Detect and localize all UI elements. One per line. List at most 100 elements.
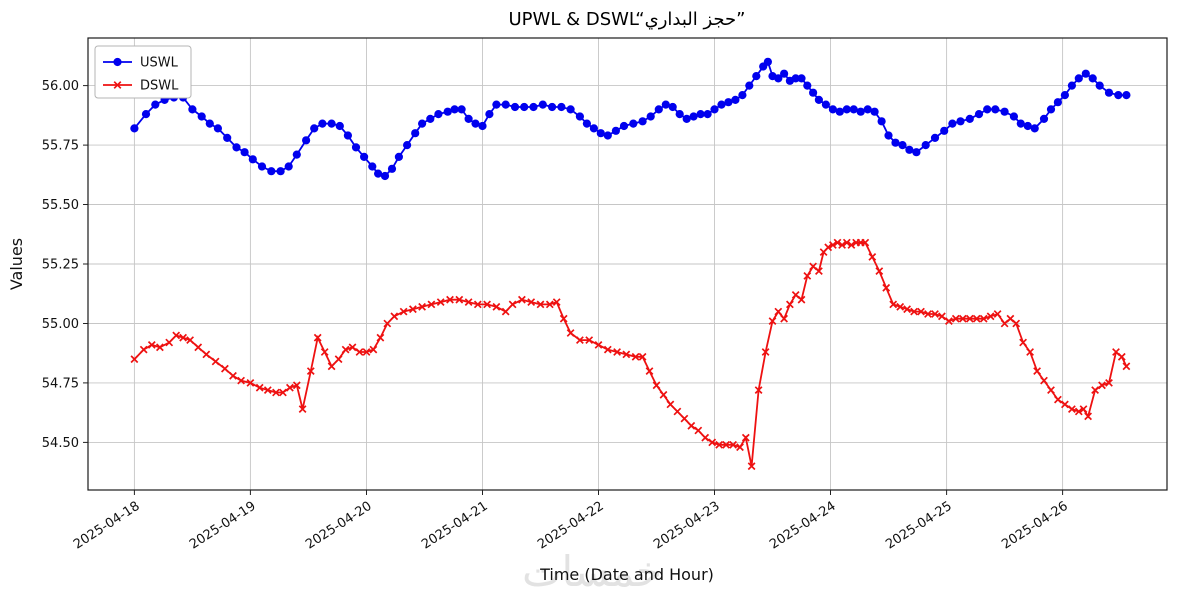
marker-circle xyxy=(710,105,719,114)
marker-circle xyxy=(797,74,806,83)
marker-circle xyxy=(188,105,197,114)
marker-circle xyxy=(151,100,160,109)
marker-x xyxy=(1084,412,1093,421)
marker-x xyxy=(889,300,898,309)
marker-circle xyxy=(675,110,684,119)
marker-x xyxy=(464,298,473,307)
marker-x xyxy=(383,319,392,328)
marker-circle xyxy=(884,131,893,140)
marker-x xyxy=(687,421,696,430)
marker-x xyxy=(747,462,756,471)
marker-x xyxy=(327,362,336,371)
y-tick-label: 55.25 xyxy=(42,258,79,273)
marker-x xyxy=(186,336,195,345)
marker-x xyxy=(972,314,981,323)
marker-circle xyxy=(668,102,677,112)
marker-x xyxy=(306,367,315,376)
marker-circle xyxy=(654,105,663,114)
marker-circle xyxy=(575,112,585,121)
marker-circle xyxy=(703,110,712,119)
marker-x xyxy=(931,310,939,318)
marker-circle xyxy=(724,98,733,107)
marker-circle xyxy=(596,129,605,138)
marker-x xyxy=(272,388,280,397)
marker-x xyxy=(814,267,823,276)
marker-circle xyxy=(257,162,267,171)
x-tick-label: 2025-04-18 xyxy=(71,499,143,553)
marker-circle xyxy=(661,100,670,109)
marker-circle xyxy=(411,129,420,138)
x-tick-label: 2025-04-19 xyxy=(187,499,259,553)
marker-circle xyxy=(1053,98,1062,107)
marker-x xyxy=(903,305,912,314)
marker-circle xyxy=(745,81,754,90)
marker-circle xyxy=(774,74,783,83)
marker-circle xyxy=(267,167,276,176)
marker-x xyxy=(376,333,385,342)
marker-circle xyxy=(327,119,336,128)
marker-x xyxy=(130,355,139,364)
marker-x xyxy=(552,298,561,307)
marker-x xyxy=(708,438,717,447)
marker-x xyxy=(1019,338,1028,347)
marker-circle xyxy=(828,105,838,114)
marker-circle xyxy=(360,152,369,161)
marker-circle xyxy=(1046,105,1056,114)
marker-circle xyxy=(548,102,557,112)
marker-x xyxy=(237,376,246,385)
y-tick-label: 56.00 xyxy=(42,79,79,94)
marker-circle xyxy=(956,117,965,126)
x-tick-label: 2025-04-23 xyxy=(651,499,723,553)
marker-circle xyxy=(689,112,698,121)
marker-x xyxy=(1067,405,1076,414)
marker-circle xyxy=(351,143,361,152)
marker-x xyxy=(473,300,482,309)
marker-x xyxy=(179,333,188,342)
marker-x xyxy=(202,350,211,359)
marker-circle xyxy=(780,69,789,78)
marker-x xyxy=(172,331,181,340)
marker-x xyxy=(585,336,594,345)
marker-x xyxy=(875,267,884,276)
marker-circle xyxy=(629,119,638,128)
watermark: خمسات xyxy=(522,547,662,596)
marker-x xyxy=(492,302,501,311)
marker-x xyxy=(390,312,399,321)
marker-circle xyxy=(791,74,800,83)
marker-circle xyxy=(835,107,844,116)
marker-x xyxy=(292,381,301,390)
marker-circle xyxy=(940,126,949,135)
marker-x xyxy=(436,298,445,307)
marker-x xyxy=(828,241,837,249)
marker-x xyxy=(1074,407,1083,416)
marker-circle xyxy=(814,95,824,104)
x-axis-label: Time (Date and Hour) xyxy=(539,565,714,584)
marker-circle xyxy=(213,124,222,133)
marker-x xyxy=(824,243,833,252)
marker-x xyxy=(362,348,371,356)
marker-circle xyxy=(478,121,487,131)
marker-circle xyxy=(582,119,592,128)
marker-circle xyxy=(974,110,984,119)
marker-x xyxy=(1091,386,1100,395)
marker-circle xyxy=(905,145,914,154)
marker-x xyxy=(446,295,454,304)
marker-circle xyxy=(529,102,538,112)
marker-x xyxy=(408,305,417,314)
marker-x xyxy=(652,381,661,390)
marker-x xyxy=(559,314,568,323)
marker-circle xyxy=(1095,81,1104,90)
marker-x xyxy=(910,307,919,316)
marker-x xyxy=(334,355,343,364)
marker-x xyxy=(754,386,763,395)
marker-x xyxy=(937,312,946,321)
marker-x xyxy=(320,348,329,356)
marker-x xyxy=(659,390,668,399)
marker-x xyxy=(508,300,517,309)
marker-x xyxy=(722,440,731,449)
marker-x xyxy=(155,343,164,352)
marker-x xyxy=(645,367,654,376)
marker-x xyxy=(701,433,710,442)
marker-x xyxy=(536,300,545,309)
marker-circle xyxy=(763,57,773,66)
